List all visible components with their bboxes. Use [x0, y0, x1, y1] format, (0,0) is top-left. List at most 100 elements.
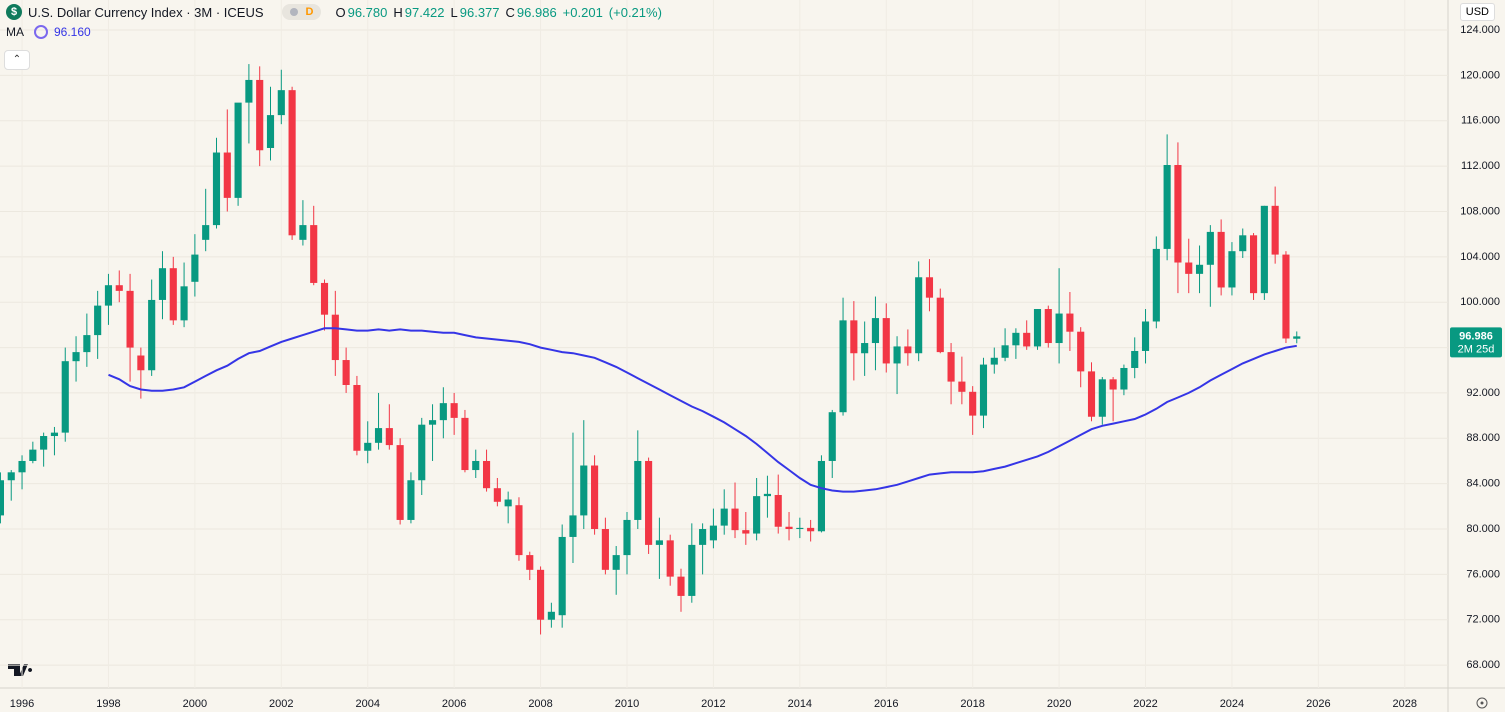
ma-label: MA [6, 25, 24, 39]
candle-body [979, 364, 988, 416]
candle-body [7, 472, 15, 481]
candle-body [1174, 164, 1182, 263]
candle-body [234, 102, 242, 198]
y-tick-label: 92.000 [1466, 387, 1500, 399]
candle-body [1077, 331, 1085, 372]
y-tick-label: 72.000 [1466, 614, 1500, 626]
ma-line [108, 327, 1297, 493]
change: +0.201 [562, 4, 603, 20]
ma-value: 96.160 [54, 25, 91, 39]
candle-body [580, 465, 588, 516]
x-tick-label: 2012 [701, 698, 725, 710]
candle-body [699, 529, 707, 545]
candle-body [1282, 254, 1290, 339]
candle-body [763, 493, 771, 497]
candle-body [990, 357, 998, 365]
candle-body [904, 346, 912, 354]
candle-body [94, 305, 102, 336]
candle-body [115, 285, 123, 291]
candle-body [774, 494, 782, 527]
y-tick-label: 100.000 [1460, 296, 1500, 308]
delay-badge: D [305, 6, 314, 18]
candle-body [40, 436, 48, 450]
candle-body [785, 526, 793, 530]
candle-body [817, 460, 826, 532]
x-tick-label: 2000 [183, 698, 207, 710]
candle-body [353, 384, 361, 451]
candle-body [407, 480, 415, 520]
candle-body [655, 540, 663, 545]
candle-body [645, 460, 653, 545]
candle-body [688, 544, 696, 596]
candle-body [439, 403, 447, 421]
candle-body [612, 555, 620, 570]
candle-body [601, 529, 609, 570]
candle-body [720, 508, 728, 526]
candle-body [796, 527, 804, 530]
y-tick-label: 116.000 [1461, 115, 1500, 127]
candle-body [558, 536, 566, 616]
legend-header: $ U.S. Dollar Currency Index · 3M · ICEU… [6, 2, 668, 22]
candle-body [18, 460, 26, 473]
settings-icon[interactable] [1476, 697, 1488, 709]
candle-body [591, 465, 599, 530]
candle-body [245, 79, 253, 103]
candle-body [925, 277, 934, 298]
candle-body [947, 352, 955, 382]
y-tick-label: 112.000 [1461, 160, 1500, 172]
candle-body [223, 152, 231, 198]
candle-body [634, 460, 642, 520]
status-pill: D [281, 4, 322, 20]
candle-body [1131, 350, 1139, 368]
candle-body [1195, 264, 1204, 274]
x-tick-label: 2018 [960, 698, 984, 710]
candle-body [666, 540, 674, 577]
candle-body [504, 499, 512, 507]
candle-body [374, 428, 383, 443]
candle-body [537, 569, 545, 620]
candle-body [731, 508, 739, 531]
candle-body [547, 611, 555, 620]
candle-body [212, 152, 221, 226]
candle-body [742, 530, 750, 534]
candle-body [1185, 262, 1193, 274]
high-value: 97.422 [404, 4, 445, 20]
open-value: 96.780 [347, 4, 388, 20]
low-label: L [450, 4, 458, 20]
candle-body [482, 460, 491, 489]
ma-icon[interactable] [34, 25, 48, 39]
candle-body [969, 391, 977, 416]
x-tick-label: 2022 [1133, 698, 1157, 710]
candle-body [288, 90, 296, 236]
collapse-button[interactable]: ⌃ [4, 50, 30, 70]
x-tick-label: 2002 [269, 698, 293, 710]
y-tick-label: 108.000 [1460, 205, 1500, 217]
candle-body [677, 576, 685, 596]
candle-body [1293, 336, 1301, 339]
y-tick-label: 84.000 [1466, 478, 1500, 490]
x-tick-label: 2024 [1220, 698, 1244, 710]
candle-body [1066, 313, 1074, 332]
currency[interactable]: USD [1459, 3, 1495, 21]
candle-body [310, 225, 318, 283]
candle-body [320, 282, 329, 315]
candle-body [1055, 313, 1063, 344]
candle-body [1228, 251, 1236, 288]
candle-body [29, 449, 37, 461]
candle-body [277, 90, 285, 116]
candle-body [299, 225, 307, 240]
candle-body [472, 460, 480, 471]
candle-body [450, 403, 458, 418]
candle-body [1152, 248, 1160, 322]
candle-body [180, 286, 188, 321]
candle-body [266, 115, 275, 148]
y-tick-label: 104.000 [1460, 251, 1500, 263]
candle-body [882, 318, 890, 364]
candle-body [137, 355, 145, 371]
candle-body [0, 480, 4, 516]
symbol-title: U.S. Dollar Currency Index · 3M · ICEUS [28, 4, 264, 20]
candle-body [1033, 309, 1042, 347]
candle-body [50, 432, 59, 437]
candle-body [871, 318, 880, 344]
